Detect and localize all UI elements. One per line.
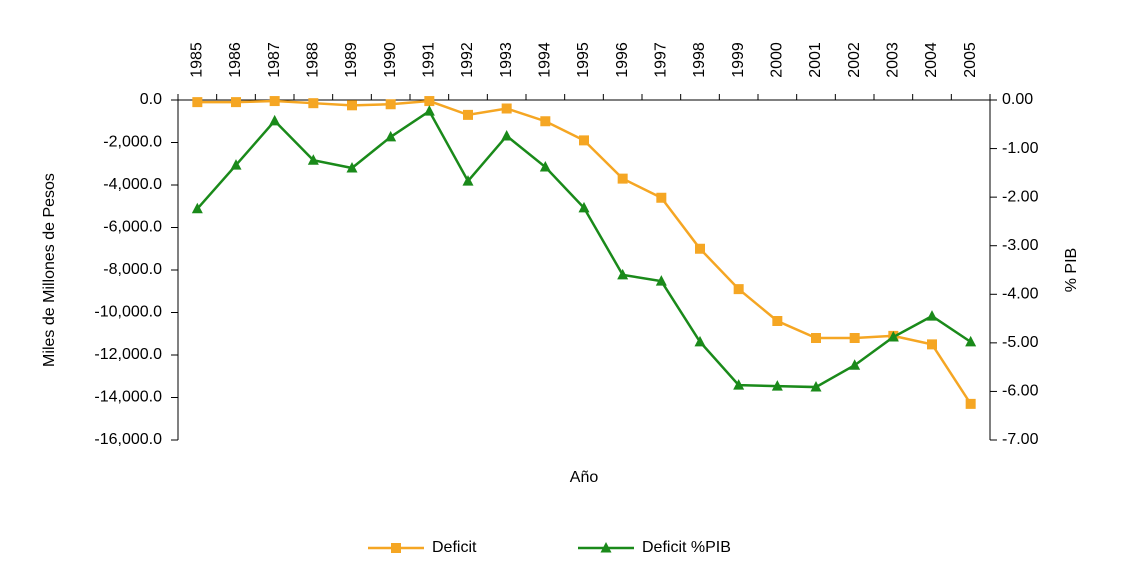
marker <box>811 333 821 343</box>
y-tick-label: -14,000.0 <box>94 389 162 406</box>
y2-tick-label: -7.00 <box>1002 431 1039 448</box>
y-tick-label: -10,000.0 <box>94 304 162 321</box>
marker <box>230 159 242 170</box>
x-tick-label: 1989 <box>343 42 360 78</box>
y-tick-label: -6,000.0 <box>103 219 162 236</box>
x-tick-label: 2000 <box>769 42 786 78</box>
x-tick-label: 1990 <box>382 42 399 78</box>
y2-tick-label: -3.00 <box>1002 237 1039 254</box>
x-tick-label: 1996 <box>614 42 631 78</box>
marker <box>501 129 513 141</box>
x-tick-label: 2004 <box>923 42 940 78</box>
x-tick-label: 2005 <box>962 42 979 78</box>
legend-label: Deficit %PIB <box>642 539 731 556</box>
legend-marker <box>600 542 612 553</box>
marker <box>540 116 551 127</box>
marker <box>347 100 357 111</box>
y2-tick-label: 0.00 <box>1002 91 1033 108</box>
x-tick-label: 1985 <box>189 42 206 78</box>
x-tick-label: 1997 <box>653 42 670 78</box>
marker <box>385 130 397 142</box>
marker <box>501 103 512 114</box>
marker <box>887 331 899 342</box>
marker <box>695 243 705 254</box>
x-tick-label: 1991 <box>421 42 438 78</box>
marker <box>772 316 783 326</box>
marker <box>655 275 667 286</box>
marker <box>965 335 977 347</box>
marker <box>965 398 976 409</box>
x-tick-label: 1992 <box>459 42 476 78</box>
legend-label: Deficit <box>432 539 477 556</box>
marker <box>733 379 745 390</box>
series-line <box>196 109 972 389</box>
y-tick-label: -4,000.0 <box>103 176 162 193</box>
x-tick-label: 1993 <box>498 42 515 78</box>
marker <box>578 201 590 213</box>
marker <box>192 97 203 108</box>
marker <box>231 97 241 108</box>
marker <box>463 109 473 120</box>
marker <box>539 161 551 172</box>
marker <box>307 154 319 165</box>
y2-axis-label: % PIB <box>1063 248 1080 292</box>
marker <box>617 268 629 280</box>
marker <box>694 335 706 347</box>
marker <box>656 192 667 203</box>
x-tick-label: 1986 <box>227 42 244 78</box>
y2-tick-label: -1.00 <box>1002 140 1039 157</box>
x-tick-label: 1987 <box>266 42 283 78</box>
x-axis-label: Año <box>570 469 599 486</box>
x-tick-label: 1988 <box>305 42 322 78</box>
marker <box>269 96 280 107</box>
marker <box>269 114 281 126</box>
legend-marker <box>391 543 401 553</box>
y-tick-label: -16,000.0 <box>94 431 162 448</box>
marker <box>423 105 435 116</box>
x-tick-label: 1999 <box>730 42 747 78</box>
x-tick-label: 1995 <box>575 42 592 78</box>
marker <box>927 339 937 350</box>
y2-tick-label: -6.00 <box>1002 383 1039 400</box>
x-tick-label: 2003 <box>885 42 902 78</box>
x-tick-label: 1998 <box>691 42 708 78</box>
y-tick-label: -8,000.0 <box>103 261 162 278</box>
marker <box>849 359 861 370</box>
marker <box>579 135 589 146</box>
x-tick-label: 2002 <box>846 42 863 78</box>
marker <box>191 202 203 214</box>
y-tick-label: 0.0 <box>140 91 162 108</box>
series-line <box>197 99 972 405</box>
marker <box>462 175 474 186</box>
y-tick-label: -2,000.0 <box>103 134 162 151</box>
marker <box>926 310 938 321</box>
marker <box>849 333 860 343</box>
marker <box>810 381 822 392</box>
marker <box>346 162 358 173</box>
marker <box>424 96 435 107</box>
y-axis-label: Miles de Millones de Pesos <box>41 173 58 367</box>
marker <box>385 99 396 110</box>
y-tick-label: -12,000.0 <box>94 346 162 363</box>
marker <box>308 98 319 109</box>
marker <box>771 380 783 391</box>
x-tick-label: 1994 <box>537 42 554 78</box>
marker <box>617 173 628 184</box>
y2-tick-label: -4.00 <box>1002 286 1039 303</box>
marker <box>733 284 744 295</box>
x-tick-label: 2001 <box>807 42 824 78</box>
y2-tick-label: -2.00 <box>1002 188 1039 205</box>
y2-tick-label: -5.00 <box>1002 334 1039 351</box>
